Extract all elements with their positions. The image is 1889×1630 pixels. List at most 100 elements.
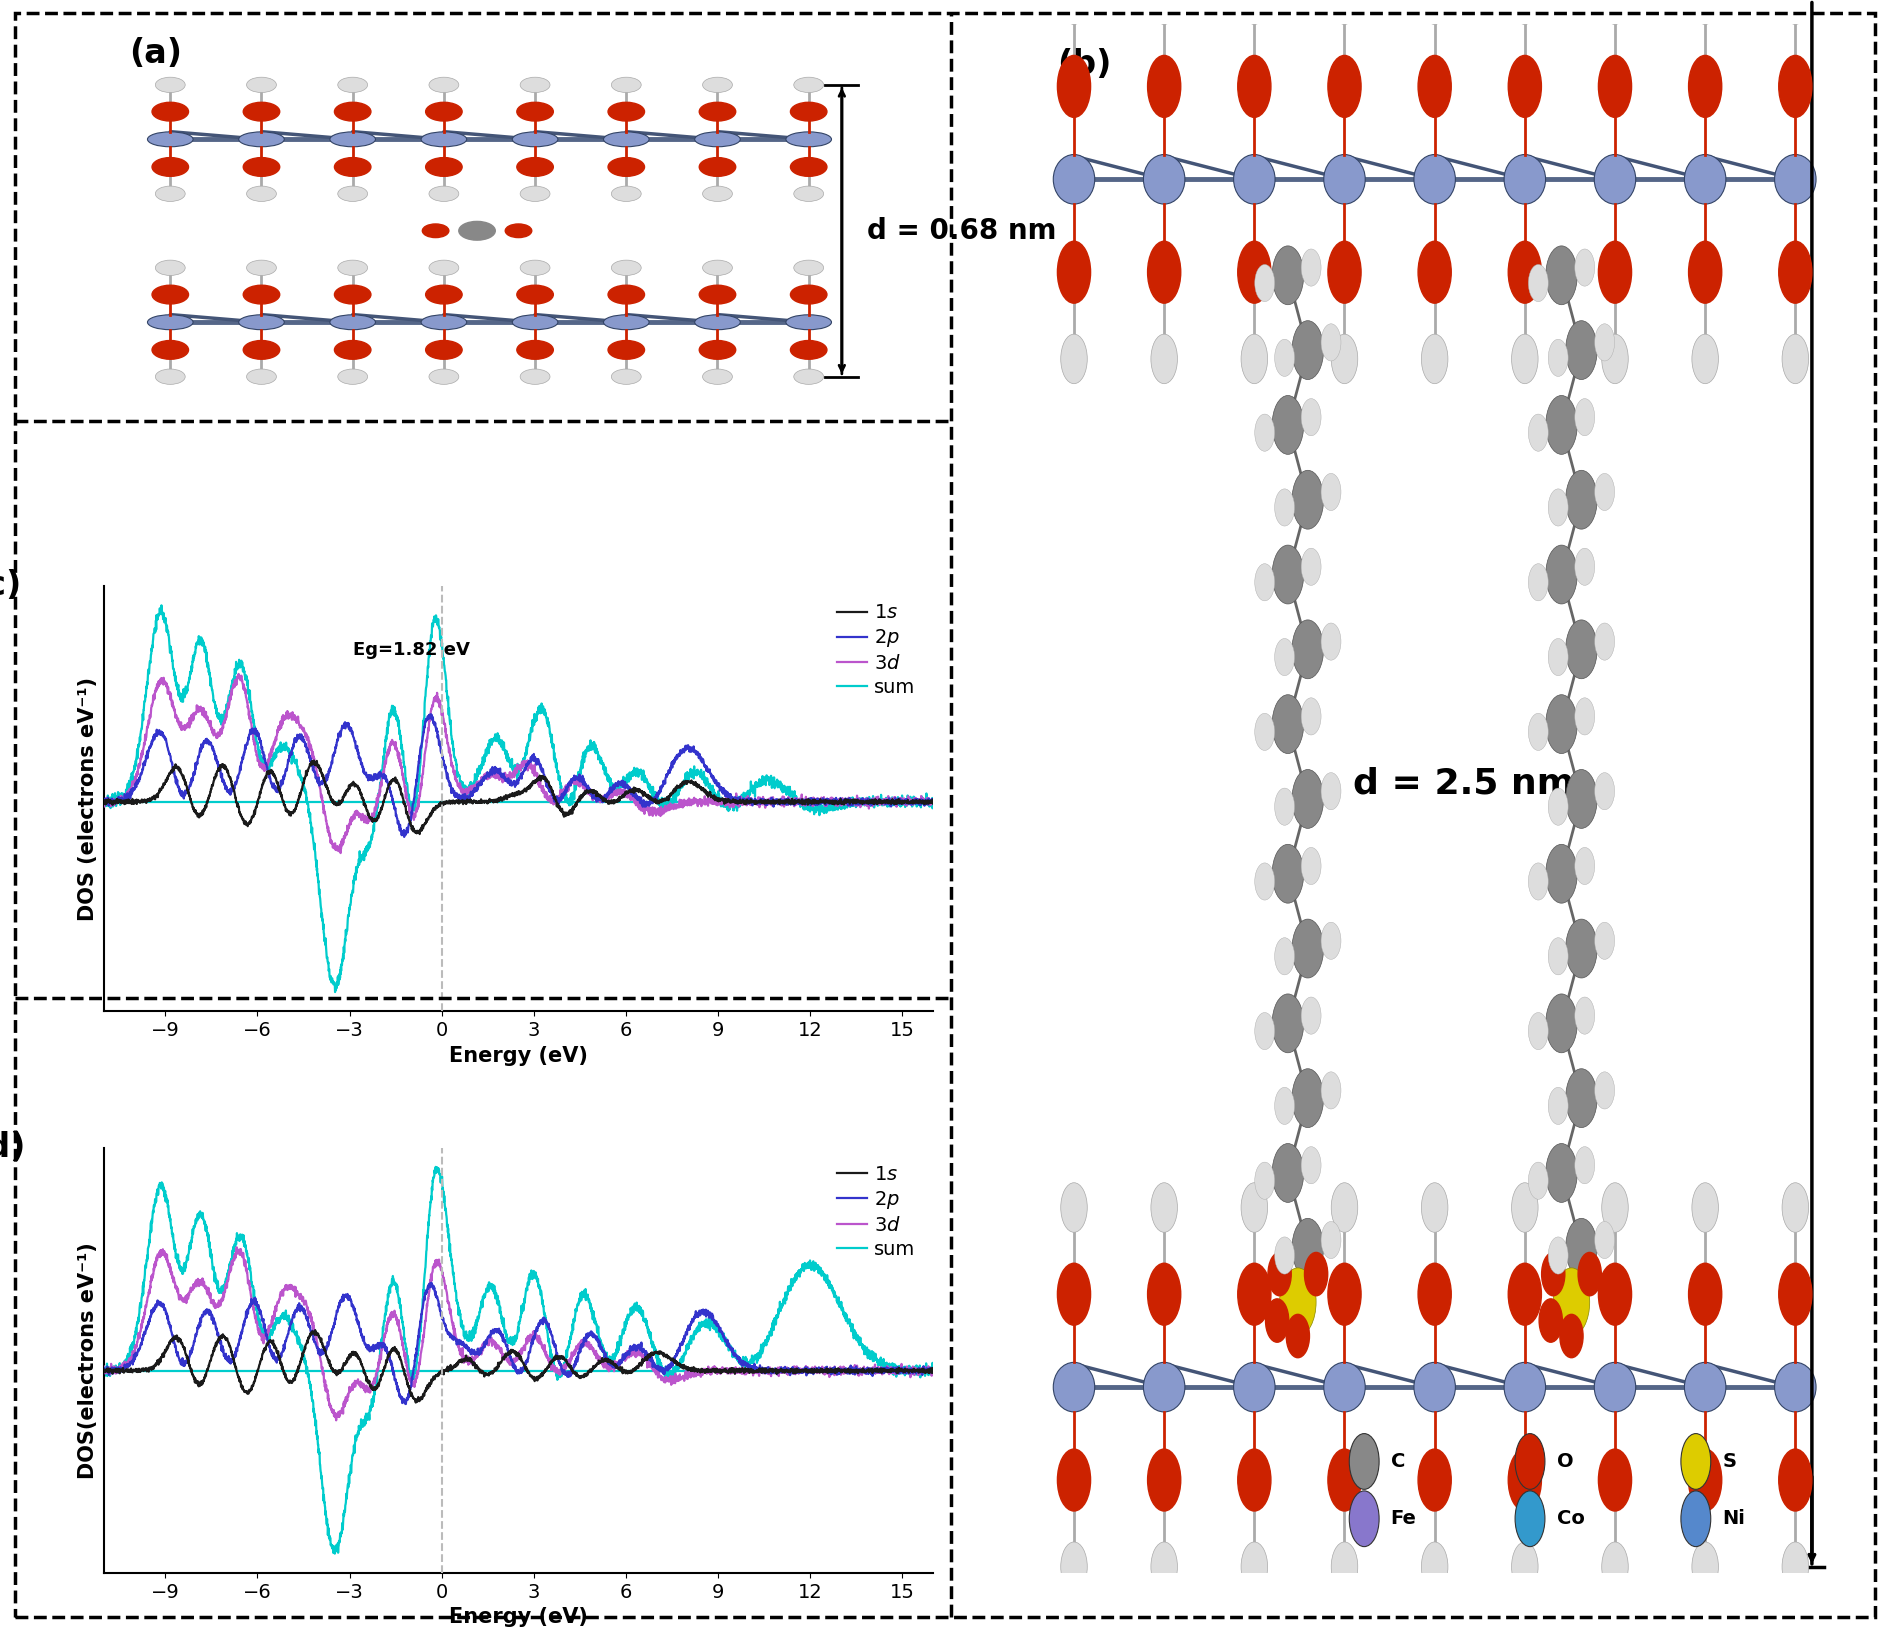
Circle shape (793, 368, 824, 385)
Ellipse shape (1052, 1363, 1094, 1412)
Circle shape (1417, 55, 1451, 117)
Circle shape (504, 223, 531, 238)
Circle shape (1781, 1542, 1808, 1591)
Circle shape (425, 341, 463, 359)
Circle shape (1150, 0, 1177, 24)
Circle shape (1511, 0, 1538, 24)
Circle shape (519, 77, 550, 93)
Circle shape (1679, 1434, 1710, 1490)
Circle shape (1330, 334, 1356, 383)
Circle shape (429, 186, 459, 202)
Text: d = 0.68 nm: d = 0.68 nm (867, 217, 1056, 244)
Ellipse shape (1234, 1363, 1275, 1412)
Circle shape (1300, 998, 1320, 1033)
Circle shape (1547, 1087, 1568, 1125)
Circle shape (1328, 1263, 1360, 1325)
Circle shape (1147, 241, 1181, 303)
Circle shape (1056, 55, 1090, 117)
Circle shape (1060, 1183, 1086, 1232)
Circle shape (1598, 55, 1630, 117)
Circle shape (1271, 694, 1303, 753)
Text: (d): (d) (0, 1131, 26, 1164)
Circle shape (1303, 1252, 1326, 1296)
Circle shape (338, 77, 366, 93)
Circle shape (1507, 241, 1541, 303)
Circle shape (1691, 1542, 1717, 1591)
Circle shape (1564, 619, 1596, 678)
Circle shape (1511, 1183, 1538, 1232)
Ellipse shape (1594, 1363, 1634, 1412)
Circle shape (1349, 1491, 1379, 1547)
Circle shape (334, 103, 370, 121)
Circle shape (1254, 862, 1273, 900)
Circle shape (1594, 1073, 1613, 1108)
Circle shape (1147, 1263, 1181, 1325)
Circle shape (1271, 246, 1303, 305)
Circle shape (1558, 1314, 1583, 1358)
Circle shape (703, 77, 733, 93)
Ellipse shape (695, 132, 740, 147)
Circle shape (244, 285, 280, 303)
Circle shape (1564, 1069, 1596, 1128)
Circle shape (1300, 548, 1320, 585)
Circle shape (151, 158, 189, 176)
Circle shape (1300, 1146, 1320, 1183)
Circle shape (1574, 249, 1594, 287)
Circle shape (1417, 1449, 1451, 1511)
Circle shape (1320, 324, 1341, 360)
Circle shape (1574, 848, 1594, 885)
Ellipse shape (1594, 155, 1634, 204)
Circle shape (1300, 249, 1320, 287)
Circle shape (1254, 564, 1273, 601)
Circle shape (1594, 923, 1613, 960)
Circle shape (1600, 1183, 1628, 1232)
Circle shape (1781, 1183, 1808, 1232)
Circle shape (1417, 1263, 1451, 1325)
Circle shape (1507, 1449, 1541, 1511)
Text: (c): (c) (0, 569, 21, 601)
Circle shape (1320, 1073, 1341, 1108)
Text: Co: Co (1557, 1509, 1583, 1529)
Circle shape (793, 261, 824, 275)
Ellipse shape (695, 315, 740, 329)
Ellipse shape (1683, 155, 1725, 204)
Circle shape (1237, 1263, 1269, 1325)
Ellipse shape (1322, 1363, 1364, 1412)
Circle shape (1598, 1449, 1630, 1511)
Circle shape (425, 158, 463, 176)
Circle shape (516, 341, 553, 359)
Circle shape (244, 103, 280, 121)
Ellipse shape (1143, 155, 1184, 204)
Circle shape (1300, 848, 1320, 885)
Circle shape (610, 186, 640, 202)
Circle shape (1330, 1183, 1356, 1232)
Circle shape (155, 368, 185, 385)
Circle shape (519, 261, 550, 275)
Circle shape (1417, 241, 1451, 303)
Circle shape (793, 77, 824, 93)
Circle shape (1421, 1183, 1447, 1232)
Circle shape (1594, 623, 1613, 660)
Circle shape (516, 285, 553, 303)
Ellipse shape (1774, 1363, 1815, 1412)
X-axis label: Energy (eV): Energy (eV) (450, 1046, 587, 1066)
Circle shape (1271, 396, 1303, 455)
Circle shape (246, 261, 276, 275)
Circle shape (1564, 1218, 1596, 1278)
Circle shape (1528, 862, 1547, 900)
Circle shape (1778, 1449, 1812, 1511)
Circle shape (1150, 334, 1177, 383)
Circle shape (1574, 548, 1594, 585)
Circle shape (1528, 1012, 1547, 1050)
Circle shape (1541, 1252, 1564, 1296)
Circle shape (1564, 321, 1596, 380)
Text: Eg=1.82 eV: Eg=1.82 eV (353, 641, 468, 659)
Circle shape (1691, 1183, 1717, 1232)
Circle shape (1515, 1434, 1543, 1490)
Circle shape (699, 103, 735, 121)
Ellipse shape (1504, 155, 1545, 204)
Circle shape (790, 158, 827, 176)
Circle shape (334, 158, 370, 176)
Y-axis label: DOS(electrons eV⁻¹): DOS(electrons eV⁻¹) (77, 1242, 98, 1478)
Circle shape (1778, 241, 1812, 303)
